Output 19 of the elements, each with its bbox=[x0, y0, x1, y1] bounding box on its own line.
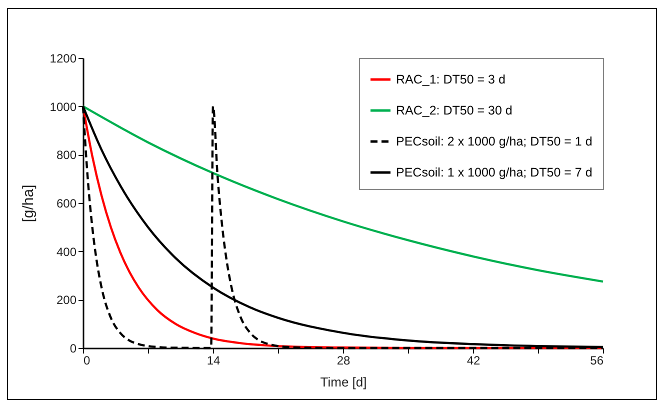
y-tick-label: 1200 bbox=[50, 52, 77, 66]
y-tick-label: 800 bbox=[56, 148, 77, 162]
line-series bbox=[82, 105, 604, 283]
legend-label: RAC_2: DT50 = 30 d bbox=[396, 104, 512, 118]
x-tick-label: 14 bbox=[206, 354, 220, 368]
x-axis-title: Time [d] bbox=[320, 374, 367, 390]
y-tick-label: 600 bbox=[56, 196, 77, 210]
legend-label: RAC_1: DT50 = 3 d bbox=[396, 72, 506, 86]
legend-label: PECsoil: 2 x 1000 g/ha; DT50 = 1 d bbox=[396, 134, 592, 148]
x-tick-label: 56 bbox=[590, 354, 604, 368]
y-axis-title: [g/ha] bbox=[20, 184, 37, 222]
y-tick-label: 1000 bbox=[50, 100, 77, 114]
x-tick-label: 42 bbox=[466, 354, 480, 368]
y-tick-label: 0 bbox=[70, 342, 77, 356]
x-tick-label: 0 bbox=[84, 354, 90, 368]
y-tick-label: 400 bbox=[56, 244, 77, 259]
y-tick-label: 200 bbox=[56, 293, 77, 308]
legend-label: PECsoil: 1 x 1000 g/ha; DT50 = 7 d bbox=[396, 166, 592, 180]
x-tick-label: 28 bbox=[336, 354, 350, 368]
